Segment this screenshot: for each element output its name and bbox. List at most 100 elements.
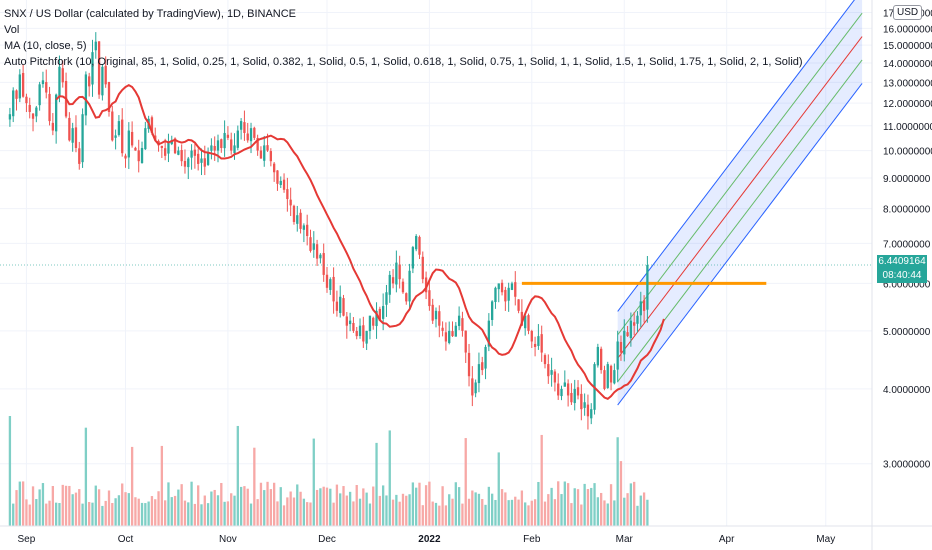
moving-average-label[interactable]: MA (10, close, 5) [4, 40, 87, 52]
candle [586, 394, 590, 430]
candle-body [514, 282, 517, 297]
symbol-title[interactable]: SNX / US Dollar (calculated by TradingVi… [4, 8, 297, 20]
last-price-tag: 6.4409164 08:40:44 [877, 254, 927, 283]
candle-body [557, 383, 560, 396]
volume-bar [127, 493, 130, 526]
pitchfork-label[interactable]: Auto Pitchfork (10, Original, 85, 1, Sol… [4, 56, 803, 68]
candle [355, 326, 358, 340]
volume-bar [593, 483, 596, 526]
time-tick-label: May [816, 534, 835, 545]
candle [296, 205, 299, 232]
volume-bar [596, 497, 600, 526]
candle [348, 312, 352, 332]
candle-body [200, 158, 203, 163]
volume-indicator-label[interactable]: Vol [4, 24, 20, 36]
volume-bar [101, 505, 104, 526]
candle [385, 284, 388, 317]
candle [187, 156, 190, 180]
candle [339, 285, 342, 318]
candle [12, 87, 15, 123]
candle [97, 41, 101, 99]
volume-bar [527, 505, 530, 526]
candle-body [31, 113, 35, 119]
candle-body [613, 370, 616, 384]
candle [398, 255, 401, 289]
candle-body [642, 300, 646, 311]
volume-bar [603, 500, 606, 526]
volume-bar [517, 499, 520, 526]
volume-bar [296, 484, 299, 526]
volume-bar [583, 483, 586, 526]
volume-bar [216, 495, 220, 526]
candle [220, 138, 223, 153]
volume-bar [329, 488, 332, 526]
candle-body [490, 301, 494, 320]
candle-body [213, 145, 216, 151]
candle [167, 133, 170, 163]
candle [81, 108, 84, 168]
candle [190, 144, 193, 170]
candle-body [372, 317, 375, 326]
candle-body [428, 290, 431, 307]
pitchfork-median-line [617, 36, 863, 359]
candle [243, 110, 246, 141]
candle [216, 134, 220, 163]
candle-body [230, 139, 233, 151]
candle-body [289, 199, 292, 206]
candlesticks [8, 32, 649, 430]
volume-bar [220, 482, 223, 526]
volume-bar [444, 505, 448, 526]
candle [230, 132, 233, 155]
candle [368, 315, 372, 340]
volume-bar [223, 501, 226, 526]
candle-body [94, 41, 97, 51]
candle-body [332, 276, 335, 302]
volume-bar [51, 486, 55, 526]
candle [537, 324, 540, 350]
candle-body [345, 316, 348, 326]
currency-button[interactable]: USD [893, 5, 923, 20]
candle-body [385, 292, 388, 305]
candle [226, 126, 230, 141]
candle-body [299, 212, 302, 229]
candle-body [8, 114, 12, 120]
volume-bar [563, 481, 566, 526]
candle [54, 93, 58, 144]
candle-body [533, 343, 537, 347]
candle-body [580, 393, 583, 410]
candle [246, 122, 249, 143]
price-tick-label: 11.0000000 [883, 122, 932, 133]
volume-bar [289, 491, 292, 526]
candle [494, 286, 497, 309]
candle-body [365, 330, 368, 344]
time-tick-label: 2022 [418, 534, 441, 545]
pitchfork [617, 0, 863, 406]
volume-bar [91, 502, 94, 526]
candle [253, 126, 256, 141]
candle [312, 231, 315, 258]
volume-bar [88, 501, 91, 526]
candle [282, 173, 286, 193]
candle [636, 311, 639, 333]
price-tick-label: 7.0000000 [883, 239, 931, 250]
candle-body [524, 315, 527, 329]
volume-bar [28, 504, 31, 526]
candle [272, 161, 276, 182]
candle-body [296, 215, 299, 224]
candle-body [352, 322, 355, 331]
volume-bar [233, 495, 236, 526]
candle-body [401, 281, 405, 293]
volume-bar [431, 501, 434, 526]
candle-body [101, 66, 104, 96]
volume-bar [35, 499, 38, 526]
candle [306, 214, 309, 246]
candle [474, 379, 477, 398]
time-tick-label: Mar [616, 534, 634, 545]
candle [342, 294, 345, 317]
volume-bar [137, 498, 140, 526]
volume-bar [553, 499, 557, 526]
candle-body [180, 150, 183, 162]
volume-bar [550, 487, 553, 526]
volume-bar [322, 486, 325, 526]
